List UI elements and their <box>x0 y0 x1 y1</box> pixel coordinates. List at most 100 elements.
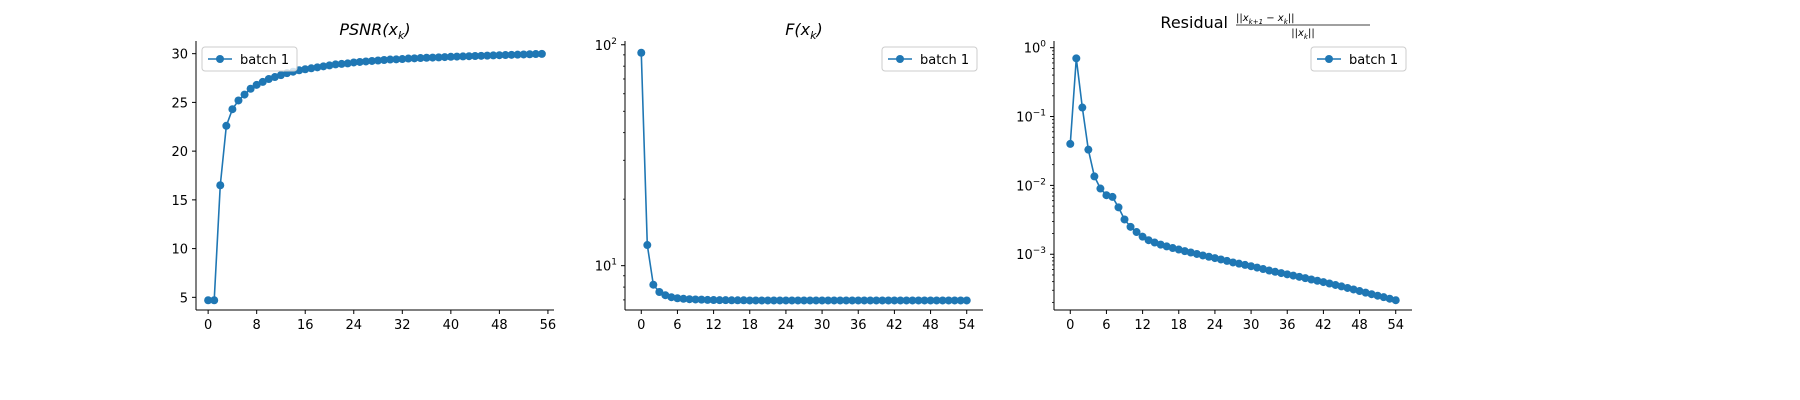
data-point <box>950 296 959 305</box>
y-tick-base: 10 <box>595 39 612 54</box>
title-numerator: ||xk+1 − xk|| <box>1236 13 1295 26</box>
data-point <box>228 105 237 114</box>
x-tick-label: 42 <box>1315 318 1332 333</box>
x-tick-label: 40 <box>443 318 460 333</box>
legend: batch 1 <box>201 46 298 72</box>
data-point <box>709 296 718 305</box>
data-point <box>422 53 431 62</box>
data-point <box>1277 269 1286 278</box>
legend: batch 1 <box>1310 46 1407 72</box>
data-point <box>908 296 917 305</box>
data-point <box>1301 274 1310 283</box>
y-tick-label: 10−3 <box>1016 246 1046 263</box>
data-point <box>685 295 694 304</box>
data-point <box>465 52 474 61</box>
data-point <box>404 54 413 63</box>
data-point <box>1283 270 1292 279</box>
legend-label: batch 1 <box>1349 53 1398 68</box>
data-point <box>501 51 510 60</box>
y-tick-label: 30 <box>171 48 188 63</box>
x-tick-label: 0 <box>204 318 212 333</box>
data-point <box>1174 245 1183 254</box>
data-point <box>818 296 827 305</box>
series-line <box>208 53 542 302</box>
x-tick-label: 48 <box>922 318 939 333</box>
y-tick-label: 20 <box>171 145 188 160</box>
data-point <box>489 51 498 60</box>
x-tick-label: 56 <box>540 318 557 333</box>
data-point <box>1325 279 1334 288</box>
y-tick-base: 10 <box>595 260 612 275</box>
data-point <box>216 181 225 190</box>
y-tick-base: 10 <box>1016 179 1033 194</box>
data-point <box>1361 288 1370 297</box>
data-point <box>884 296 893 305</box>
data-point <box>1222 256 1231 265</box>
data-point <box>1090 172 1099 181</box>
y-tick-exponent: 2 <box>611 37 617 47</box>
data-point <box>495 51 504 60</box>
data-point <box>374 56 383 65</box>
data-point <box>1367 290 1376 299</box>
data-point <box>739 296 748 305</box>
data-point <box>361 57 370 66</box>
data-point <box>1229 258 1237 267</box>
data-point <box>1349 285 1358 294</box>
x-tick-label: 6 <box>1102 318 1110 333</box>
data-point <box>1204 252 1213 261</box>
data-point <box>531 50 540 59</box>
x-tick-label: 48 <box>491 318 508 333</box>
data-point <box>1289 271 1298 280</box>
data-point <box>1259 265 1268 274</box>
data-point <box>313 63 322 72</box>
data-point <box>655 288 664 297</box>
data-point <box>775 296 784 305</box>
data-point <box>703 295 712 304</box>
x-tick-label: 0 <box>1066 318 1074 333</box>
data-point <box>1162 242 1171 251</box>
data-point <box>440 53 449 62</box>
data-point <box>787 296 796 305</box>
data-point <box>848 296 857 305</box>
data-point <box>507 50 516 59</box>
data-point <box>727 296 736 305</box>
data-point <box>204 296 213 305</box>
data-point <box>1120 215 1129 224</box>
y-tick-label: 101 <box>595 258 617 275</box>
data-point <box>319 62 328 71</box>
data-point <box>519 50 528 59</box>
x-tick-label: 54 <box>1387 318 1404 333</box>
data-point <box>1307 275 1316 284</box>
x-tick-label: 18 <box>741 318 758 333</box>
x-tick-label: 12 <box>1134 318 1151 333</box>
data-point <box>866 296 875 305</box>
data-point <box>667 293 676 302</box>
x-tick-label: 8 <box>253 318 261 333</box>
x-tick-label: 36 <box>1279 318 1296 333</box>
data-point <box>380 56 389 65</box>
data-point <box>902 296 911 305</box>
legend-marker <box>1325 55 1333 63</box>
x-tick-label: 12 <box>705 318 722 333</box>
x-tick-label: 24 <box>345 318 362 333</box>
chart-3: 0 6 12 18 24 30 36 42 48 5410−310−210−1100Residua… <box>1016 13 1412 333</box>
data-point <box>1180 247 1189 256</box>
data-point <box>890 296 899 305</box>
y-tick-label: 10 <box>171 243 188 258</box>
data-point <box>1138 232 1147 241</box>
title-denominator: ||xk|| <box>1291 28 1314 41</box>
x-tick-label: 30 <box>814 318 831 333</box>
data-point <box>410 54 419 63</box>
data-point <box>1235 259 1244 268</box>
y-tick-label: 25 <box>171 96 188 111</box>
legend-box <box>201 46 298 72</box>
data-point <box>896 296 905 305</box>
data-point <box>1144 236 1153 245</box>
legend-marker <box>896 55 904 63</box>
data-point <box>878 296 887 305</box>
y-tick-label: 100 <box>1024 40 1047 57</box>
data-point <box>392 55 401 64</box>
data-point <box>926 296 935 305</box>
data-point <box>637 48 646 57</box>
data-point <box>824 296 833 305</box>
